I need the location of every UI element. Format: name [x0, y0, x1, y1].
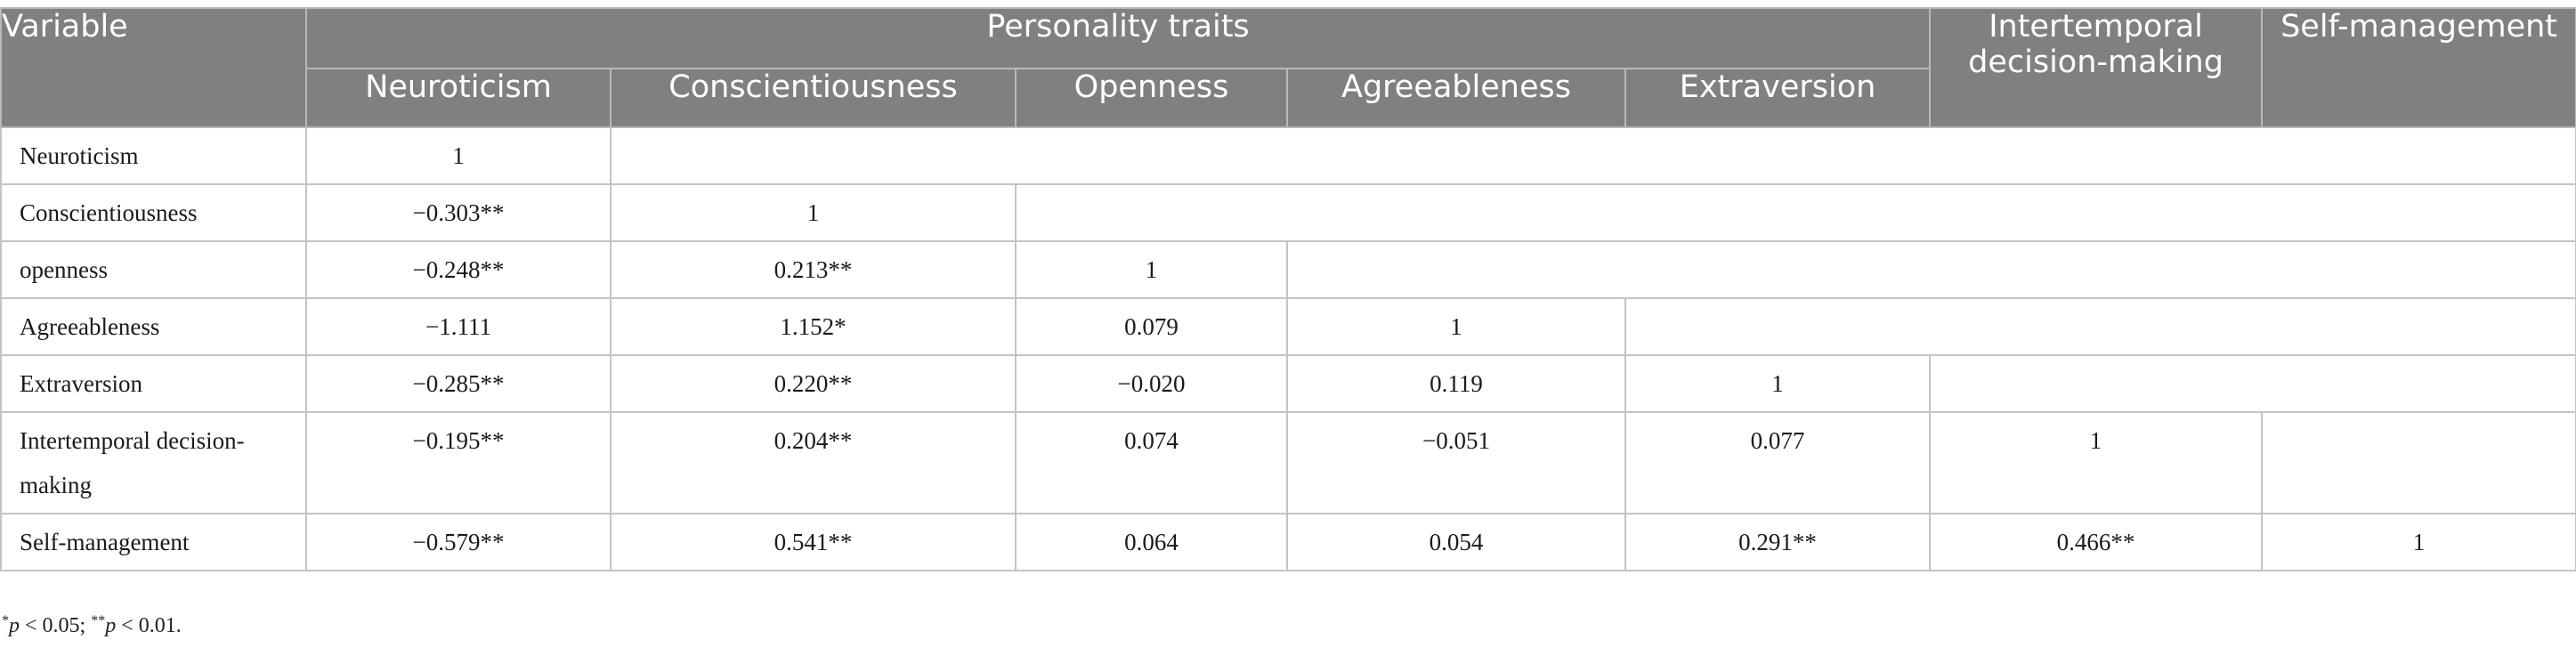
correlation-table-container: Variable Personality traits Intertempora…: [0, 7, 2576, 571]
row-label: Extraversion: [0, 354, 307, 413]
table-row: Extraversion −0.285** 0.220** −0.020 0.1…: [0, 354, 2576, 413]
table-cell: 0.541**: [610, 513, 1017, 571]
table-cell: 1: [2261, 513, 2576, 571]
table-row: openness −0.248** 0.213** 1: [0, 240, 2576, 299]
table-cell: 1: [1015, 240, 1288, 299]
table-cell: 1: [1929, 411, 2264, 514]
footnote-p: p: [9, 614, 20, 637]
table-row: Agreeableness −1.111 1.152* 0.079 1: [0, 297, 2576, 356]
variable-header: Variable: [0, 7, 307, 128]
significance-footnote: *p < 0.05; **p < 0.01.: [2, 612, 182, 639]
row-label: Agreeableness: [0, 297, 307, 356]
footnote-mark: *: [2, 613, 9, 628]
table-cell: −0.195**: [305, 411, 612, 514]
row-label: Intertemporal decision-making: [0, 411, 307, 514]
intertemporal-header: Intertemporal decision-making: [1929, 7, 2264, 128]
row-label: openness: [0, 240, 307, 299]
table-cell: 0.077: [1624, 411, 1932, 514]
table-cell: 1.152*: [610, 297, 1017, 356]
personality-traits-header: Personality traits: [304, 7, 1932, 69]
table-cell: 0.204**: [610, 411, 1017, 514]
trait-header-openness: Openness: [1015, 68, 1288, 128]
header-row-2: Neuroticism Conscientiousness Openness A…: [1, 68, 2576, 128]
empty-cell: [1929, 354, 2576, 413]
table-cell: 0.119: [1286, 354, 1626, 413]
table-cell: −0.285**: [305, 354, 612, 413]
table-row: Conscientiousness −0.303** 1: [0, 183, 2576, 242]
trait-header-agreeableness: Agreeableness: [1286, 68, 1626, 128]
trait-header-extraversion: Extraversion: [1624, 68, 1932, 128]
table-row: Self-management −0.579** 0.541** 0.064 0…: [0, 513, 2576, 571]
self-management-header: Self-management: [2261, 7, 2576, 128]
table-cell: 0.054: [1286, 513, 1626, 571]
footnote-text: < 0.01.: [116, 614, 182, 637]
table-cell: −0.579**: [305, 513, 612, 571]
empty-cell: [1014, 183, 2576, 242]
table-cell: −0.051: [1286, 411, 1626, 514]
footnote-text: < 0.05;: [20, 614, 92, 637]
row-label: Neuroticism: [0, 126, 307, 185]
footnote-p: p: [105, 614, 117, 637]
table-row: Neuroticism 1: [0, 126, 2576, 185]
empty-cell: [2261, 411, 2576, 514]
row-label: Conscientiousness: [0, 183, 307, 242]
footnote-mark: **: [91, 613, 106, 628]
table-cell: −0.303**: [305, 183, 612, 242]
empty-cell: [1624, 297, 2576, 356]
table-cell: 0.079: [1015, 297, 1288, 356]
table-cell: 0.213**: [610, 240, 1017, 299]
correlation-table: Variable Personality traits Intertempora…: [0, 7, 2576, 571]
table-cell: 0.466**: [1929, 513, 2264, 571]
table-cell: −0.248**: [305, 240, 612, 299]
table-cell: 1: [1624, 354, 1932, 413]
table-cell: 1: [1286, 297, 1626, 356]
trait-header-neuroticism: Neuroticism: [305, 68, 612, 128]
table-cell: 0.291**: [1624, 513, 1932, 571]
table-cell: 0.220**: [610, 354, 1017, 413]
table-cell: −1.111: [305, 297, 612, 356]
table-cell: 1: [305, 126, 612, 185]
table-cell: 0.064: [1015, 513, 1288, 571]
table-row: Intertemporal decision-making −0.195** 0…: [0, 411, 2576, 514]
table-cell: 0.074: [1015, 411, 1288, 514]
trait-header-conscientiousness: Conscientiousness: [610, 68, 1017, 128]
table-cell: −0.020: [1015, 354, 1288, 413]
empty-cell: [609, 126, 2576, 185]
header-row-1: Variable Personality traits Intertempora…: [0, 7, 2576, 128]
empty-cell: [1285, 240, 2576, 299]
table-cell: 1: [610, 183, 1017, 242]
row-label: Self-management: [0, 513, 307, 571]
